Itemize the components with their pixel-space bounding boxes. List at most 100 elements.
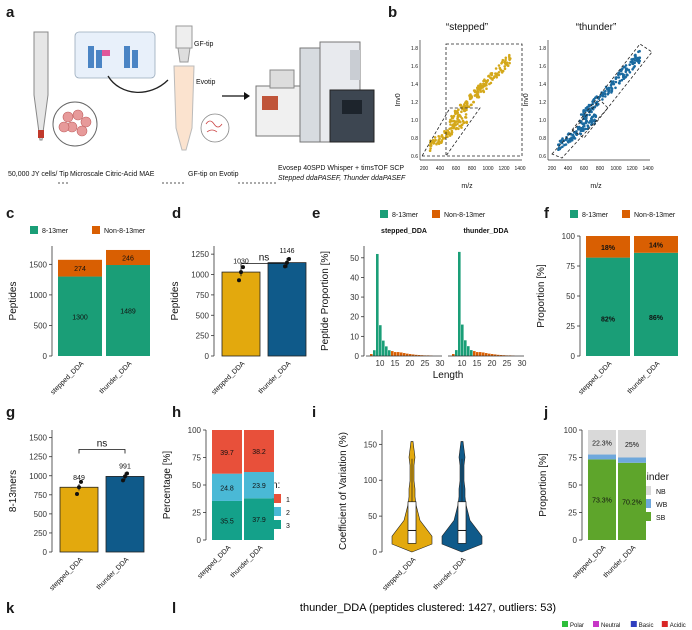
f-bar-0-0	[586, 257, 630, 356]
stepped-point	[445, 134, 448, 138]
stepped-point	[469, 96, 473, 100]
workflow-steps: 50,000 JY cells/ Tip Microscale Citric-A…	[8, 165, 406, 184]
stepped-point	[472, 100, 475, 104]
aa-legend-swatch-1	[593, 621, 599, 627]
stepped-point	[479, 83, 482, 86]
legend-j-nb: NB	[656, 489, 666, 496]
h-bar-0-0	[212, 500, 242, 540]
e-green-bar-1-1	[458, 251, 461, 356]
thunder-point	[632, 66, 635, 69]
d-ytick-label-2: 500	[196, 311, 210, 320]
thunder-point	[594, 96, 597, 99]
e-orange-bar-0-2	[394, 352, 397, 356]
stepped-point	[467, 105, 471, 108]
stepped-point	[481, 86, 485, 89]
panel-b-scatter: “stepped” “thunder” Inv0 Inv0 m/z m/z	[395, 22, 616, 190]
c-ytick-label-2: 1000	[29, 291, 47, 300]
aa-legend-swatch-0	[562, 621, 568, 627]
e-ytick-label-4: 40	[350, 273, 359, 282]
thunder-point	[593, 113, 597, 117]
j-bar-label-1-2: 25%	[625, 442, 639, 449]
thunder-point	[633, 61, 637, 65]
j-ytick-label-1: 25	[568, 509, 577, 518]
stepped-ylabel: Inv0	[395, 93, 402, 106]
stepped-point	[441, 137, 445, 140]
evotip-icon	[173, 65, 195, 151]
panel-label-h: h	[172, 404, 182, 421]
thunder-xtick-4: 1000	[610, 166, 621, 172]
step-gftip-label: GF-tip on Evotip	[188, 171, 239, 178]
legend-j-title: Binder	[640, 472, 670, 483]
stepped-point	[489, 76, 492, 79]
legend-j: Binder NB WB SB	[640, 472, 670, 522]
thunder-point	[617, 76, 621, 79]
stepped-xtick-6: 1400	[514, 166, 525, 172]
stepped-xtick-0: 200	[420, 166, 429, 172]
stepped-point	[462, 121, 465, 125]
thunder-point	[587, 105, 591, 108]
g-point-1-2	[125, 471, 129, 476]
thunder-point	[610, 82, 613, 86]
e-ytick-label-3: 30	[350, 293, 359, 302]
thunder-point	[626, 73, 629, 77]
g-ytick-label-3: 750	[34, 491, 48, 500]
e-xlabel: Length	[433, 370, 464, 381]
aa-legend-label-1: Neutral	[601, 623, 620, 629]
thunder-ytick-4: 1.4	[539, 82, 546, 88]
stepped-point	[505, 61, 509, 64]
h-xlabel-0: stepped_DDA	[197, 544, 233, 580]
thunder-ytick-2: 1.0	[539, 118, 546, 124]
d-point-1-0	[283, 264, 287, 269]
i-ytick-label-3: 150	[364, 440, 378, 449]
f-bar-label-0-1: 18%	[601, 245, 616, 252]
stepped-point	[485, 83, 488, 87]
e-orange-bar-1-4	[482, 352, 485, 356]
g-ytick-label-5: 1250	[29, 453, 47, 462]
thunder-point	[561, 137, 564, 140]
legend-e-non: Non-8-13mer	[444, 212, 486, 219]
stepped-point	[503, 60, 507, 63]
thunder-point	[590, 120, 594, 124]
e-xtick-1-4: 30	[518, 359, 527, 368]
c-bar-0-1	[58, 259, 102, 277]
thunder-point	[617, 81, 621, 85]
d-point-0-1	[239, 270, 243, 275]
h-bar-label-1-1: 23.9	[252, 483, 266, 490]
panel-label-d: d	[172, 205, 182, 222]
j-ylabel: Proportion [%]	[538, 453, 549, 517]
stepped-point	[457, 120, 461, 124]
f-bar-0-1	[586, 236, 630, 258]
stepped-points	[428, 53, 512, 152]
stepped-ytick-2: 1.0	[411, 118, 418, 124]
stepped-ytick-1: 0.8	[411, 136, 418, 142]
j-ytick-label-0: 0	[573, 536, 578, 545]
legend-e: 8-13mer Non-8-13mer	[380, 210, 486, 219]
legend-c-8-13mer: 8-13mer	[42, 228, 69, 235]
workflow-illustration: GF-tip Evotip	[33, 25, 375, 151]
d-value-label-0: 1030	[233, 258, 249, 265]
thunder-xtick-1: 400	[564, 166, 573, 172]
i-ytick-label-1: 50	[368, 512, 377, 521]
f-ytick-label-3: 75	[566, 262, 575, 271]
j-bar-0-0	[588, 459, 616, 540]
thunder-ytick-3: 1.2	[539, 100, 546, 106]
stepped-point	[486, 79, 490, 82]
d-bar-1	[267, 262, 307, 357]
g-point-1-1	[123, 474, 127, 479]
f-ytick-label-0: 0	[571, 352, 576, 361]
c-ytick-label-1: 500	[34, 321, 48, 330]
thunder-point	[570, 136, 573, 139]
thunder-point	[590, 110, 593, 114]
stepped-xtick-3: 800	[468, 166, 477, 172]
d-ytick-label-3: 750	[196, 291, 210, 300]
panel-label-e: e	[312, 205, 321, 222]
e-orange-bar-1-3	[479, 352, 482, 356]
e-facet-title-1: thunder_DDA	[463, 228, 508, 235]
stepped-point	[437, 135, 441, 138]
stepped-point	[429, 147, 432, 150]
e-green-bar-1-3	[464, 340, 467, 356]
e-facet-title-0: stepped_DDA	[381, 228, 427, 235]
thunder-point	[558, 139, 562, 143]
e-orange-bar-1-9	[497, 354, 500, 356]
mhc-elution-icon	[74, 31, 156, 79]
